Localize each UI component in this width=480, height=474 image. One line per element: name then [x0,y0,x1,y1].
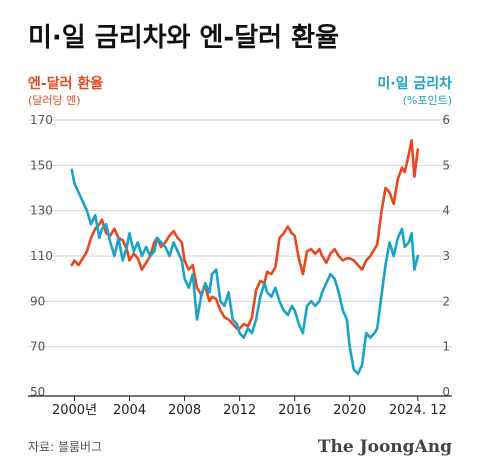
left-tick-label: 170 [30,113,53,127]
yen-dollar-series-line [70,139,420,330]
right-axis-ticks: 6 5 4 3 2 1 0 [442,113,450,399]
x-tick-label: 2004 [113,403,146,418]
left-tick-label: 130 [30,204,53,218]
left-tick-label: 50 [30,385,45,399]
left-tick-label: 110 [30,249,53,263]
rate-spread-series-line [70,168,420,376]
right-tick-label: 2 [442,294,450,308]
right-tick-label: 0 [442,385,450,399]
right-tick-label: 6 [442,113,450,127]
x-axis-ticks: 2000년 2004 2008 2012 2016 2020 2024. 12 [52,396,447,418]
x-tick-label: 2012 [223,403,256,418]
left-axis-ticks: 170 150 130 110 90 70 50 [30,113,53,399]
left-axis-unit: (달러당 엔) [28,94,81,107]
x-tick-label: 2024. 12 [389,403,447,418]
right-tick-label: 5 [442,158,450,172]
right-tick-label: 4 [442,204,450,218]
series [70,139,420,376]
x-tick-label: 2020 [333,403,366,418]
grid [28,119,452,348]
right-tick-label: 3 [442,249,450,263]
left-tick-label: 150 [30,158,53,172]
brand-logo: The JoongAng [318,437,452,457]
x-tick-label: 2008 [168,403,201,418]
right-axis-label: 미·일 금리차 [377,76,452,92]
x-tick-label: 2016 [278,403,311,418]
right-tick-label: 1 [442,340,450,354]
left-tick-label: 90 [30,294,45,308]
x-tick-label: 2000년 [52,403,97,418]
left-tick-label: 70 [30,340,45,354]
chart-title: 미·일 금리차와 엔-달러 환율 [28,23,339,53]
source-note: 자료: 블룸버그 [28,440,102,454]
right-axis-unit: (%포인트) [403,94,452,107]
left-axis-label: 엔-달러 환율 [28,75,103,92]
